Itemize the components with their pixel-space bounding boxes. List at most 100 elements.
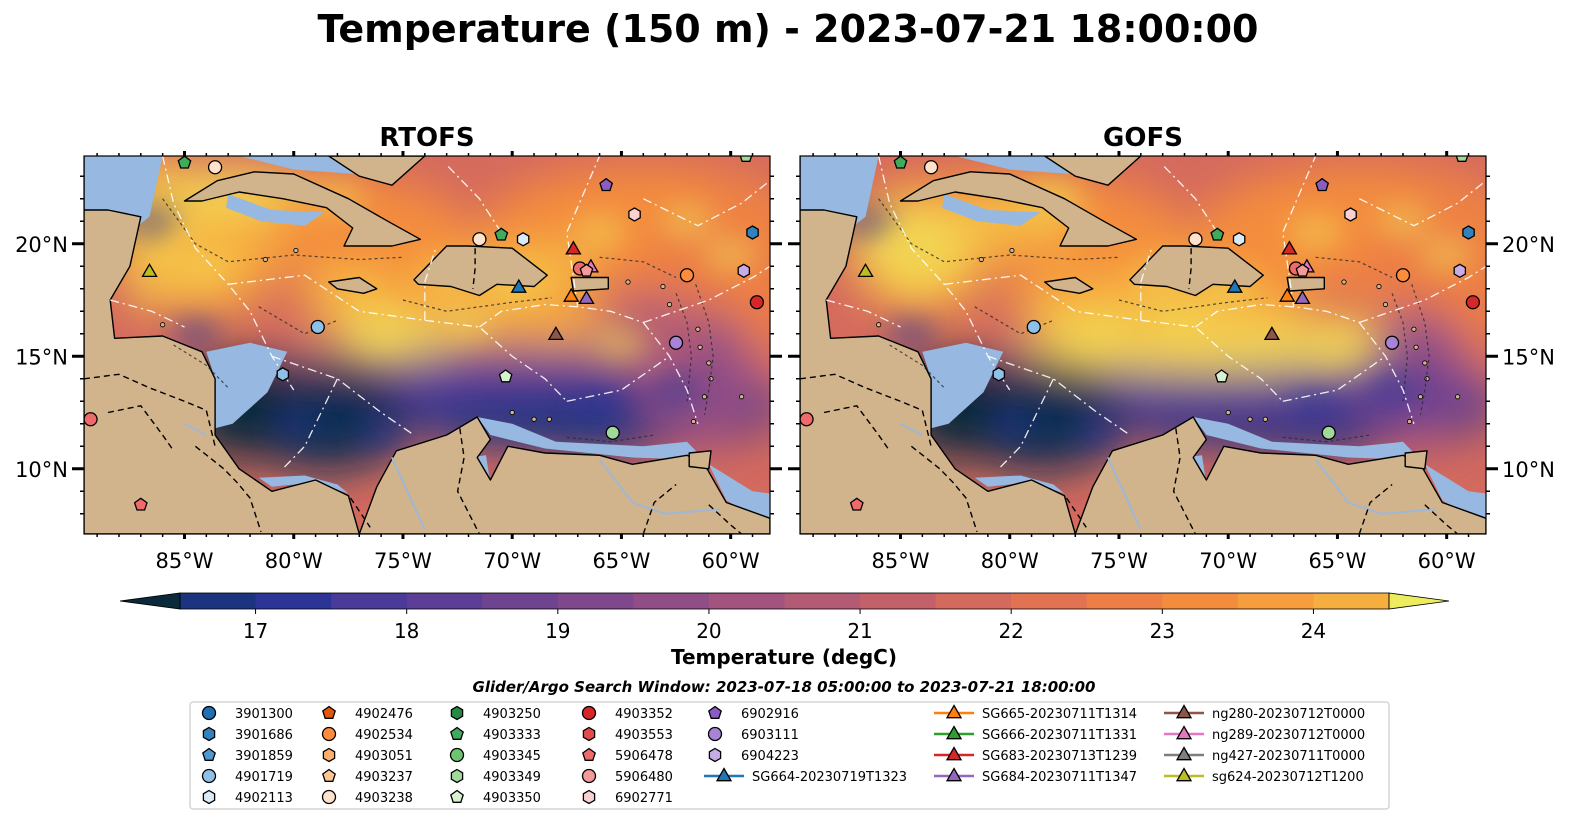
legend-label: 4903349 (483, 770, 541, 785)
legend-entry: 4903333 (450, 726, 541, 743)
float-marker (1279, 287, 1296, 302)
float-marker (1214, 369, 1229, 383)
float-marker (628, 207, 641, 222)
float-marker (849, 497, 864, 511)
colorbar-label: Temperature (degC) (671, 645, 897, 669)
legend-entry: 4902476 (322, 705, 413, 722)
search-window-caption: Glider/Argo Search Window: 2023-07-18 05… (473, 678, 1096, 696)
legend-entry: ng280-20230712T0000 (1164, 704, 1365, 722)
float-marker (800, 412, 814, 427)
colorbar-bin (784, 593, 861, 609)
colorbar-bin (406, 593, 483, 609)
legend-entry: SG684-20230711T1347 (934, 767, 1137, 785)
float-marker (1210, 227, 1225, 241)
legend-label: SG665-20230711T1314 (982, 707, 1137, 722)
legend-label: 4903051 (355, 749, 413, 764)
x-tick-label: 65°W (1308, 549, 1366, 573)
legend-label: sg624-20230712T1200 (1212, 770, 1364, 785)
legend-entry: SG664-20230719T1323 (704, 767, 907, 785)
x-tick-label: 60°W (702, 549, 760, 573)
legend-label: 4901719 (235, 770, 293, 785)
legend-entry: 6902916 (708, 705, 799, 722)
float-marker (177, 156, 192, 169)
legend-entry: 6902771 (582, 789, 673, 806)
figure-title: Temperature (150 m) - 2023-07-21 18:00:0… (317, 7, 1258, 51)
legend-entry: 3901859 (202, 747, 293, 764)
float-marker (923, 160, 939, 175)
legend-label: 4902113 (235, 791, 293, 806)
float-marker (605, 425, 620, 440)
legend-label: 5906478 (615, 749, 673, 764)
colorbar-bin (1313, 593, 1390, 609)
legend-label: 6903111 (741, 728, 799, 743)
legend-label: 4903237 (355, 770, 413, 785)
colorbar-tick-label: 18 (394, 619, 419, 643)
legend-entry: sg624-20230712T1200 (1164, 767, 1364, 785)
float-marker (1395, 268, 1411, 283)
colorbar-bin (1011, 593, 1088, 609)
float-marker (1462, 225, 1475, 240)
legend-entry: ng289-20230712T0000 (1164, 725, 1365, 743)
y-tick-label: 15°N (1502, 345, 1555, 369)
legend-entry: 4903350 (450, 789, 541, 806)
legend-entry: 4903051 (322, 747, 413, 764)
float-marker (857, 263, 874, 278)
float-marker (578, 290, 595, 305)
colorbar-bin (482, 593, 559, 609)
float-marker (510, 278, 527, 293)
float-marker (84, 412, 98, 427)
legend-entry: SG666-20230711T1331 (934, 725, 1137, 743)
legend-entry: 3901300 (201, 705, 293, 722)
legend-label: 4902534 (355, 728, 413, 743)
colorbar-bin (633, 593, 710, 609)
float-marker (547, 326, 565, 341)
y-tick-label: 15°N (15, 345, 68, 369)
float-marker (1455, 156, 1469, 162)
legend-label: 6904223 (741, 749, 799, 764)
x-tick-label: 80°W (981, 549, 1039, 573)
legend-entry: 4903237 (322, 768, 413, 785)
x-tick-label: 85°W (155, 549, 213, 573)
colorbar-bin (331, 593, 408, 609)
legend-label: 3901300 (235, 707, 293, 722)
x-tick-label: 60°W (1418, 549, 1476, 573)
legend-label: SG683-20230713T1239 (982, 749, 1137, 764)
legend-label: 4903238 (355, 791, 413, 806)
float-marker (498, 369, 513, 383)
legend-entry: 4901719 (201, 768, 293, 785)
float-marker (1295, 263, 1310, 277)
legend-label: 4903553 (615, 728, 673, 743)
colorbar-bin (557, 593, 634, 609)
float-marker (1315, 177, 1330, 192)
legend-label: 3901686 (235, 728, 293, 743)
map-panel-gofs: GOFS 85°W 80°W 75°W 70°W 65°W 60°W 10°N 15°N 20°N (788, 123, 1555, 573)
colorbar-tick-label: 24 (1301, 619, 1326, 643)
colorbar-tick-label: 20 (696, 619, 721, 643)
float-marker (1232, 232, 1246, 247)
float-marker (563, 287, 580, 302)
legend-label: SG684-20230711T1347 (982, 770, 1137, 785)
float-marker (746, 225, 759, 240)
x-tick-label: 80°W (265, 549, 323, 573)
colorbar-bin (255, 593, 332, 609)
colorbar-tick-label: 19 (545, 619, 570, 643)
legend-entry: 4903238 (321, 789, 413, 806)
legend-label: SG666-20230711T1331 (982, 728, 1137, 743)
legend-label: 4903250 (483, 707, 541, 722)
y-tick-label: 20°N (1502, 233, 1555, 257)
legend-label: 6902771 (615, 791, 673, 806)
legend-label: 3901859 (235, 749, 293, 764)
map-frame-gofs (788, 151, 1498, 539)
legend-entry: 4903553 (582, 726, 673, 743)
legend-label: 5906480 (615, 770, 673, 785)
float-marker (310, 319, 325, 335)
colorbar-tick-label: 21 (847, 619, 872, 643)
float-marker (1188, 232, 1203, 247)
float-marker (749, 295, 765, 310)
legend-label: 6902916 (741, 707, 799, 722)
legend-label: 4903350 (483, 791, 541, 806)
float-marker (565, 240, 582, 255)
legend-label: 4903352 (615, 707, 673, 722)
map-panel-rtofs: RTOFS 85°W 80°W 75°W 70°W 65°W 60°W 10°N 15°N 20°… (15, 123, 782, 573)
